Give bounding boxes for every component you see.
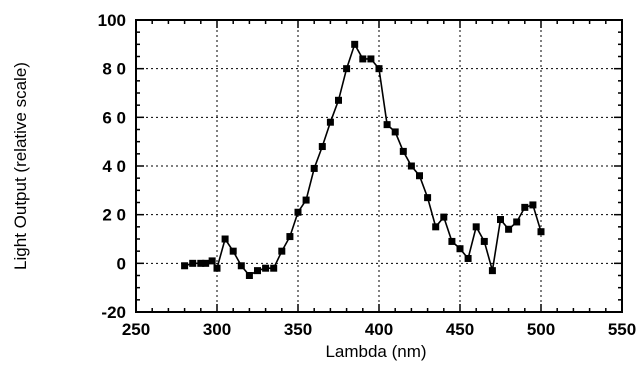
y-axis-label: Light Output (relative scale) — [11, 62, 30, 270]
data-point — [472, 223, 480, 231]
data-point — [294, 208, 302, 216]
data-point — [208, 257, 216, 265]
data-point — [513, 218, 521, 226]
data-point — [262, 264, 270, 272]
data-point — [202, 259, 210, 267]
y-tick-label: 2 0 — [102, 206, 126, 225]
data-point — [270, 264, 278, 272]
data-point — [335, 96, 342, 104]
data-point — [181, 262, 189, 270]
series-0 — [181, 40, 545, 279]
data-point — [189, 259, 197, 267]
data-point — [302, 196, 310, 204]
data-series — [181, 40, 545, 279]
y-tick-label: 6 0 — [102, 108, 126, 127]
y-tick-label: 8 0 — [102, 60, 126, 79]
data-point — [237, 262, 245, 270]
data-point — [310, 164, 318, 172]
data-point — [456, 245, 464, 253]
x-tick-label: 350 — [284, 320, 312, 339]
data-point — [367, 55, 375, 63]
y-tick-label: -20 — [101, 303, 126, 322]
data-point — [343, 65, 351, 73]
data-point — [440, 213, 448, 221]
x-tick-label: 550 — [608, 320, 636, 339]
data-point — [245, 272, 253, 279]
data-point — [221, 235, 229, 243]
ticks — [135, 19, 623, 313]
data-point — [480, 237, 488, 245]
grid — [136, 20, 622, 312]
data-point — [521, 203, 529, 211]
data-point — [399, 147, 407, 155]
data-point — [448, 237, 456, 245]
data-point — [278, 247, 286, 255]
data-point — [375, 65, 383, 73]
data-point — [529, 201, 537, 209]
data-point — [197, 259, 205, 267]
y-tick-label: 100 — [98, 11, 126, 30]
x-axis-label: Lambda (nm) — [325, 342, 426, 361]
data-point — [416, 172, 423, 180]
data-point — [254, 267, 261, 275]
data-point — [359, 55, 367, 63]
y-tick-label: 4 0 — [102, 157, 126, 176]
data-point — [424, 194, 432, 202]
data-point — [391, 128, 399, 136]
data-point — [229, 247, 237, 255]
y-tick-label: 0 — [117, 254, 126, 273]
data-point — [537, 228, 545, 236]
series-line — [184, 42, 542, 277]
data-point — [432, 223, 440, 231]
x-tick-label: 450 — [446, 320, 474, 339]
data-point — [318, 143, 326, 151]
data-point — [488, 267, 496, 275]
data-point — [497, 216, 504, 224]
data-point — [505, 225, 513, 233]
data-point — [213, 264, 221, 272]
data-point — [464, 254, 472, 262]
x-tick-label: 250 — [122, 320, 150, 339]
x-tick-label: 400 — [365, 320, 393, 339]
x-tick-label: 500 — [527, 320, 555, 339]
tick-labels: 250 300 350 400 450 500 550 -20 0 2 0 4 0 6 0 8 0 100 — [98, 11, 637, 339]
data-point — [407, 162, 415, 170]
data-point — [351, 40, 359, 48]
data-point — [383, 121, 391, 129]
data-point — [286, 233, 294, 241]
data-point — [326, 118, 334, 126]
x-tick-label: 300 — [203, 320, 231, 339]
